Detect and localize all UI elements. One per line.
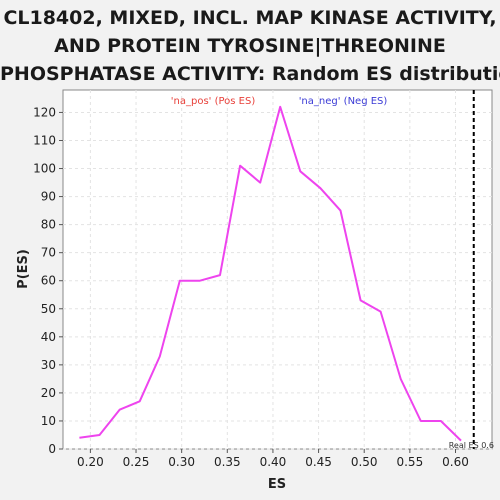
x-tick-label: 0.55: [396, 455, 423, 469]
x-tick-label: 0.60: [442, 455, 469, 469]
legend-neg: 'na_neg' (Neg ES): [299, 96, 388, 107]
y-tick-label: 70: [41, 246, 56, 260]
y-tick-label: 50: [41, 302, 56, 316]
x-tick-label: 0.35: [214, 455, 241, 469]
x-tick-label: 0.20: [77, 455, 104, 469]
x-tick-label: 0.40: [260, 455, 287, 469]
x-axis-ticks: 0.20 0.25 0.30 0.35 0.40 0.45 0.50 0.55 0.60: [77, 449, 469, 469]
y-tick-label: 20: [41, 386, 56, 400]
y-tick-label: 120: [33, 105, 56, 119]
y-tick-label: 30: [41, 358, 56, 372]
title-line-3: PHOSPHATASE ACTIVITY: Random ES distribu…: [0, 63, 500, 85]
reference-line-group: Real ES 0.6: [449, 90, 494, 450]
y-tick-label: 100: [33, 162, 56, 176]
legend-pos: 'na_pos' (Pos ES): [171, 96, 256, 107]
x-axis-label: ES: [268, 477, 286, 492]
series-group: [79, 105, 462, 442]
title-line-1: CL18402, MIXED, INCL. MAP KINASE ACTIVIT…: [3, 7, 497, 29]
y-axis-ticks: 0 10 20 30 40 50 60 70 80 90 100 110 120: [33, 105, 63, 456]
y-tick-label: 0: [48, 442, 56, 456]
y-tick-label: 60: [41, 274, 56, 288]
x-tick-label: 0.45: [305, 455, 332, 469]
x-tick-label: 0.50: [351, 455, 378, 469]
x-tick-label: 0.30: [168, 455, 195, 469]
series-line: [79, 105, 462, 442]
y-tick-label: 90: [41, 190, 56, 204]
y-tick-label: 10: [41, 414, 56, 428]
x-tick-label: 0.25: [123, 455, 150, 469]
y-tick-label: 40: [41, 330, 56, 344]
chart-title: CL18402, MIXED, INCL. MAP KINASE ACTIVIT…: [0, 4, 500, 88]
y-tick-label: 110: [33, 133, 56, 147]
y-tick-label: 80: [41, 218, 56, 232]
y-axis-label: P(ES): [16, 249, 31, 289]
title-line-2: AND PROTEIN TYROSINE|THREONINE: [54, 35, 446, 57]
real-es-label: Real ES 0.6: [449, 441, 494, 450]
plot-background: [62, 89, 493, 450]
